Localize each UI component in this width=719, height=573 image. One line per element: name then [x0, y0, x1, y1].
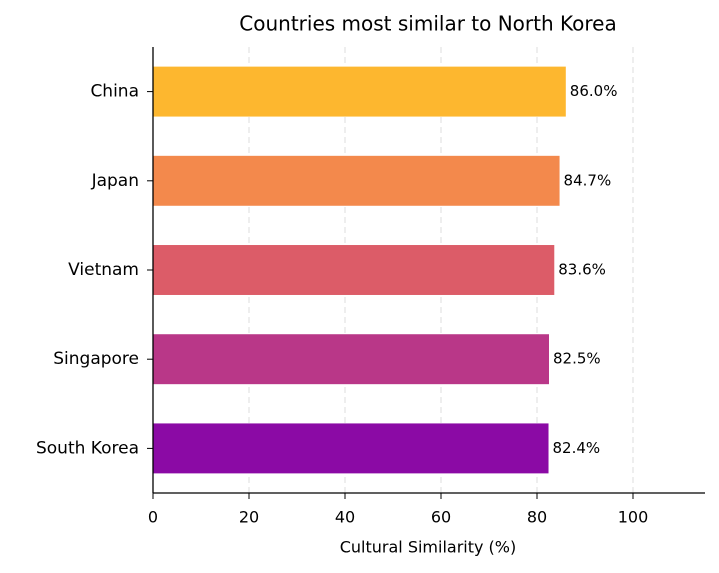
bar [153, 155, 560, 206]
y-tick-label: Singapore [53, 349, 139, 369]
x-tick-label: 40 [335, 508, 355, 527]
value-label: 83.6% [558, 261, 606, 279]
bar [153, 66, 566, 117]
x-tick-label: 100 [618, 508, 649, 527]
bar [153, 245, 555, 295]
value-label: 82.4% [553, 439, 601, 457]
value-label: 82.5% [553, 350, 601, 368]
value-label: 84.7% [564, 171, 612, 189]
y-tick-label: China [90, 82, 139, 102]
bar [153, 423, 549, 474]
x-tick-label: 80 [527, 508, 547, 527]
x-tick-label: 0 [148, 508, 158, 527]
y-tick-label: Vietnam [68, 260, 139, 280]
chart-title: Countries most similar to North Korea [239, 12, 616, 36]
bar [153, 334, 549, 385]
x-tick-label: 20 [239, 508, 259, 527]
value-label: 86.0% [570, 82, 618, 100]
y-tick-label: Japan [91, 171, 139, 191]
x-tick-label: 60 [431, 508, 451, 527]
x-axis-label: Cultural Similarity (%) [340, 538, 517, 557]
y-tick-label: South Korea [36, 438, 139, 458]
